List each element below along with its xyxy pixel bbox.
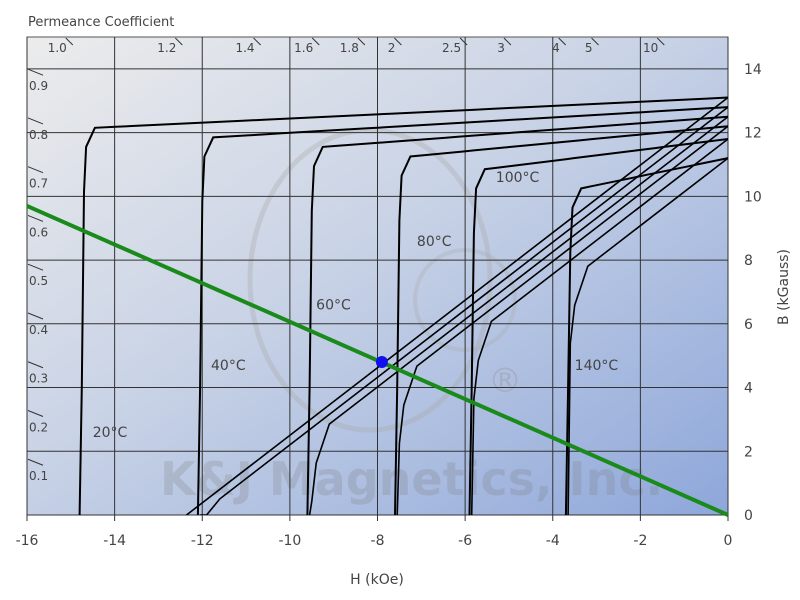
permeance-tick-top: [357, 37, 366, 46]
x-tick-label: -2: [633, 533, 647, 549]
permeance-label-top: 5: [585, 41, 593, 55]
y-axis-label: B (kGauss): [776, 249, 792, 325]
permeance-label-top: 2: [388, 41, 396, 55]
watermark: ® K&J Magnetics, Inc.: [160, 127, 663, 506]
permeance-tick-left: [27, 214, 44, 222]
normal-curve-40°C: [200, 106, 728, 515]
y-tick-label: 6: [744, 317, 753, 333]
permeance-tick-left: [27, 410, 44, 417]
permeance-tick-left: [27, 361, 44, 369]
x-tick-label: -10: [278, 533, 301, 549]
y-tick-label: 14: [744, 62, 762, 78]
permeance-tick-top: [591, 37, 599, 46]
intrinsic-curve-80°C: [394, 125, 728, 515]
permeance-tick-left: [27, 263, 44, 271]
x-axis-label: H (kOe): [350, 572, 404, 588]
temperature-label: 100°C: [496, 170, 540, 186]
permeance-label-left: 0.3: [29, 372, 48, 386]
operating-point: [375, 356, 388, 369]
permeance-label-left: 0.8: [29, 128, 48, 142]
permeance-label-left: 0.5: [29, 274, 48, 288]
x-tick-label: 0: [724, 533, 733, 549]
permeance-label-top: 1.6: [294, 41, 313, 55]
intrinsic-curve-140°C: [564, 157, 728, 515]
permeance-label-top: 2.5: [442, 41, 461, 55]
y-tick-label: 12: [744, 126, 762, 142]
permeance-label-left: 0.6: [29, 225, 48, 239]
permeance-label-left: 0.4: [29, 323, 48, 337]
permeance-tick-top: [311, 37, 320, 46]
temperature-label: 40°C: [211, 358, 246, 374]
temperature-label: 80°C: [417, 234, 452, 250]
watermark-text: K&J Magnetics, Inc.: [160, 452, 663, 506]
y-tick-label: 10: [744, 189, 762, 205]
permeance-label-top: 1.0: [48, 41, 67, 55]
temperature-label: 20°C: [93, 425, 128, 441]
permeance-tick-left: [27, 458, 44, 466]
permeance-tick-left: [27, 166, 44, 174]
permeance-tick-top: [253, 37, 261, 46]
permeance-tick-top: [459, 37, 468, 46]
x-tick-label: -12: [191, 533, 214, 549]
x-tick-label: -6: [458, 533, 472, 549]
intrinsic-curve-60°C: [306, 115, 728, 515]
permeance-tick-left: [27, 312, 44, 320]
y-tick-label: 0: [744, 508, 753, 524]
x-tick-label: -16: [16, 533, 39, 549]
permeance-label-top: 1.2: [157, 41, 176, 55]
permeance-label-left: 0.9: [29, 79, 48, 93]
chart-title: Permeance Coefficient: [28, 15, 174, 30]
permeance-label-left: 0.1: [29, 469, 48, 483]
permeance-label-top: 3: [497, 41, 505, 55]
permeance-tick-left: [27, 117, 44, 125]
temperature-label: 60°C: [316, 298, 351, 314]
watermark-registered-mark: ®: [488, 361, 522, 401]
permeance-label-top: 10: [643, 41, 658, 55]
temperature-label: 140°C: [575, 358, 619, 374]
y-tick-label: 8: [744, 253, 753, 269]
x-tick-label: -14: [103, 533, 126, 549]
intrinsic-curve-20°C: [78, 96, 728, 515]
intrinsic-curve-40°C: [196, 106, 728, 515]
normal-curve-60°C: [308, 116, 728, 515]
permeance-tick-left: [27, 68, 44, 76]
intrinsic-curve-100°C: [468, 138, 728, 515]
permeance-tick-top: [656, 37, 665, 46]
permeance-label-left: 0.7: [29, 177, 48, 191]
permeance-label-top: 1.4: [235, 41, 254, 55]
normal-curve-20°C: [186, 96, 728, 515]
permeance-tick-top: [65, 37, 74, 46]
normal-curve-80°C: [396, 125, 728, 515]
permeance-label-left: 0.2: [29, 420, 48, 434]
permeance-tick-top: [394, 37, 402, 46]
y-tick-label: 2: [744, 444, 753, 460]
permeance-tick-top: [503, 37, 512, 46]
permeance-label-top: 1.8: [340, 41, 359, 55]
permeance-label-top: 4: [552, 41, 560, 55]
normal-curve-140°C: [567, 157, 728, 515]
x-tick-label: -8: [371, 533, 385, 549]
permeance-tick-top: [174, 37, 183, 46]
x-tick-label: -4: [546, 533, 560, 549]
permeance-tick-top: [558, 37, 567, 46]
y-tick-label: 4: [744, 381, 753, 397]
